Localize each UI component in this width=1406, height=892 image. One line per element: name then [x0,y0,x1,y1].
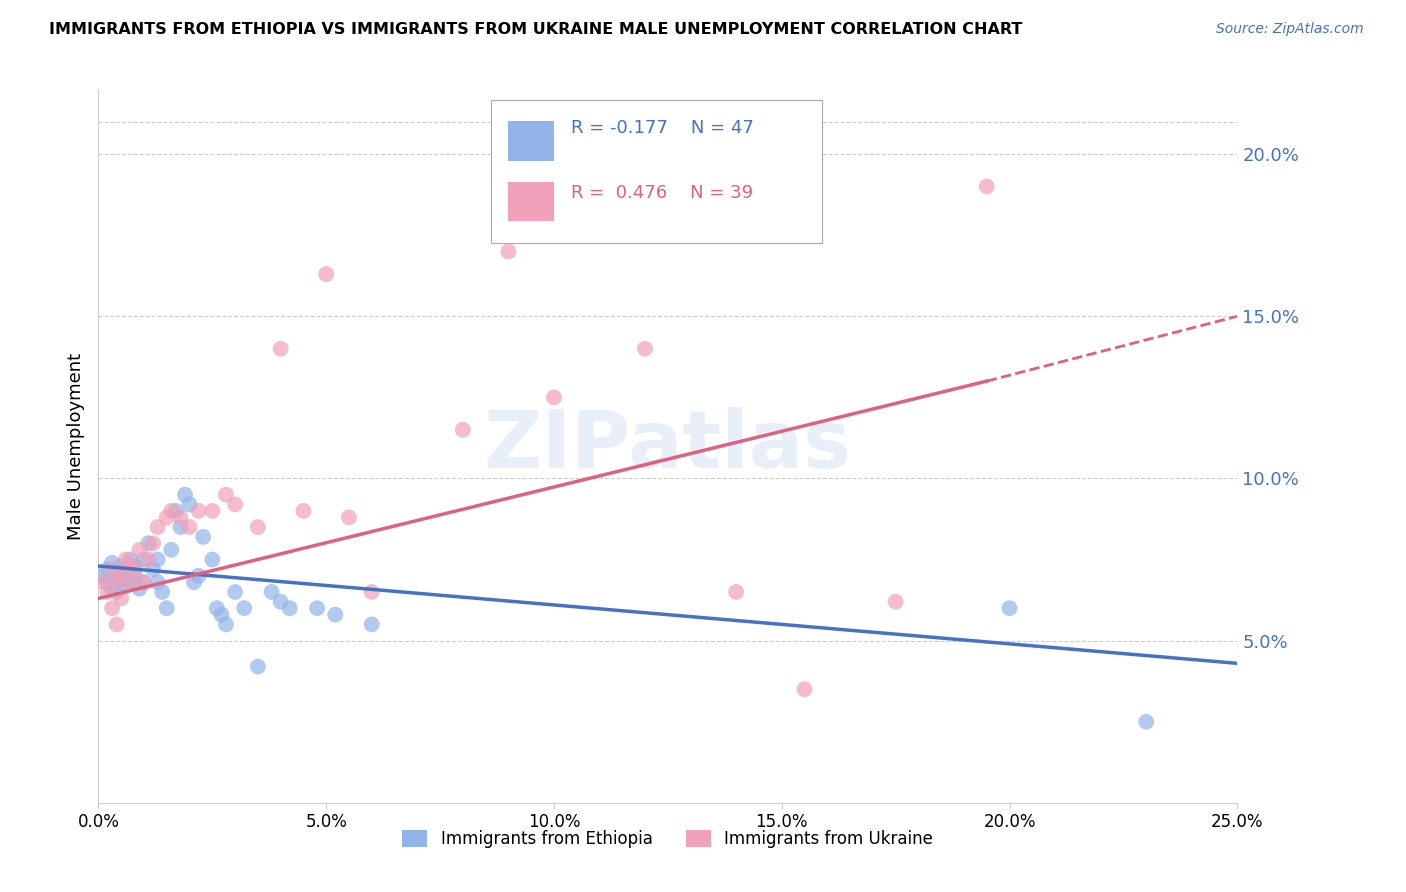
Point [138,536,160,550]
Point [205,601,228,615]
Point [110,572,132,586]
Point [160,504,183,518]
Text: Source: ZipAtlas.com: Source: ZipAtlas.com [1216,22,1364,37]
Point [124,559,146,574]
Point [120,559,142,574]
Point [132,575,155,590]
Text: R = -0.177    N = 47: R = -0.177 N = 47 [571,120,754,137]
Point [260,585,283,599]
Point [110,591,132,606]
Point [169,520,191,534]
Point [150,585,173,599]
Point [128,582,150,596]
Point [114,578,136,592]
Point [634,342,657,356]
Point [132,552,155,566]
Point [169,510,191,524]
Text: R =  0.476    N = 39: R = 0.476 N = 39 [571,184,754,202]
Point [120,575,142,590]
Point [142,536,165,550]
Point [1135,714,1157,729]
Point [101,556,124,570]
Point [307,601,329,615]
Point [156,601,179,615]
Point [96,585,118,599]
Point [105,617,128,632]
Point [976,179,998,194]
Point [193,530,215,544]
Point [360,617,382,632]
Point [165,504,187,518]
FancyBboxPatch shape [509,182,554,221]
Point [105,566,128,580]
Point [224,497,246,511]
Point [91,575,114,590]
Point [105,575,128,590]
Point [292,504,315,518]
Point [101,582,124,596]
Point [884,595,907,609]
Y-axis label: Male Unemployment: Male Unemployment [66,352,84,540]
Point [270,595,292,609]
Point [110,568,132,582]
Point [110,559,132,574]
Point [224,585,246,599]
Point [120,575,142,590]
Point [451,423,474,437]
Point [101,601,124,615]
Point [179,520,201,534]
Point [179,497,201,511]
Text: IMMIGRANTS FROM ETHIOPIA VS IMMIGRANTS FROM UKRAINE MALE UNEMPLOYMENT CORRELATIO: IMMIGRANTS FROM ETHIOPIA VS IMMIGRANTS F… [49,22,1022,37]
Point [270,342,292,356]
Point [146,575,169,590]
Point [998,601,1021,615]
Point [96,562,118,576]
Point [246,659,269,673]
Point [101,562,124,576]
Point [160,542,183,557]
Point [725,585,748,599]
Point [128,542,150,557]
Point [105,585,128,599]
Point [132,575,155,590]
Point [215,488,238,502]
Text: ZIPatlas: ZIPatlas [484,407,852,485]
Point [215,617,238,632]
Point [233,601,256,615]
FancyBboxPatch shape [491,100,821,243]
Point [187,568,209,582]
Point [183,575,205,590]
Point [174,488,197,502]
Point [124,562,146,576]
Point [124,568,146,582]
Point [360,585,382,599]
Point [246,520,269,534]
Point [156,510,179,524]
Point [146,552,169,566]
Point [323,607,346,622]
Point [543,390,565,404]
Point [201,552,224,566]
Legend: Immigrants from Ethiopia, Immigrants from Ukraine: Immigrants from Ethiopia, Immigrants fro… [396,823,939,855]
Point [96,575,118,590]
Point [337,510,360,524]
Point [793,682,815,697]
Point [315,267,337,281]
Point [201,504,224,518]
Point [114,562,136,576]
FancyBboxPatch shape [509,121,554,161]
Point [146,520,169,534]
Point [187,504,209,518]
Point [91,568,114,582]
Point [142,562,165,576]
Point [209,607,232,622]
Point [120,552,142,566]
Point [278,601,301,615]
Point [114,552,136,566]
Point [138,552,160,566]
Point [498,244,520,259]
